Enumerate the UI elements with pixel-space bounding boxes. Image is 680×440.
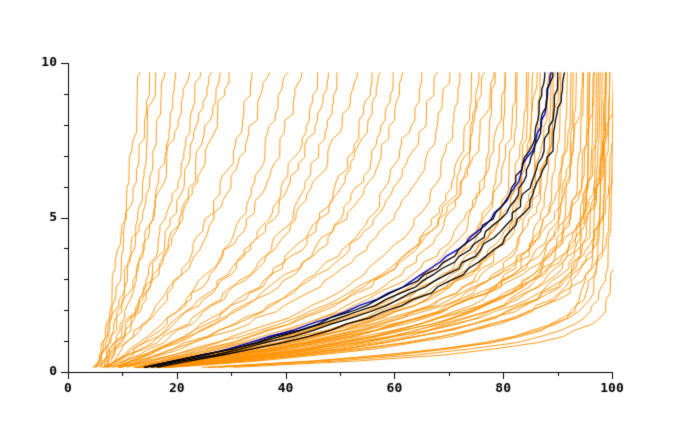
gdt-plot: T0996-D1 Distance Cutoff, A Percent of R… (0, 0, 680, 440)
gdt-plot-canvas (0, 0, 680, 440)
